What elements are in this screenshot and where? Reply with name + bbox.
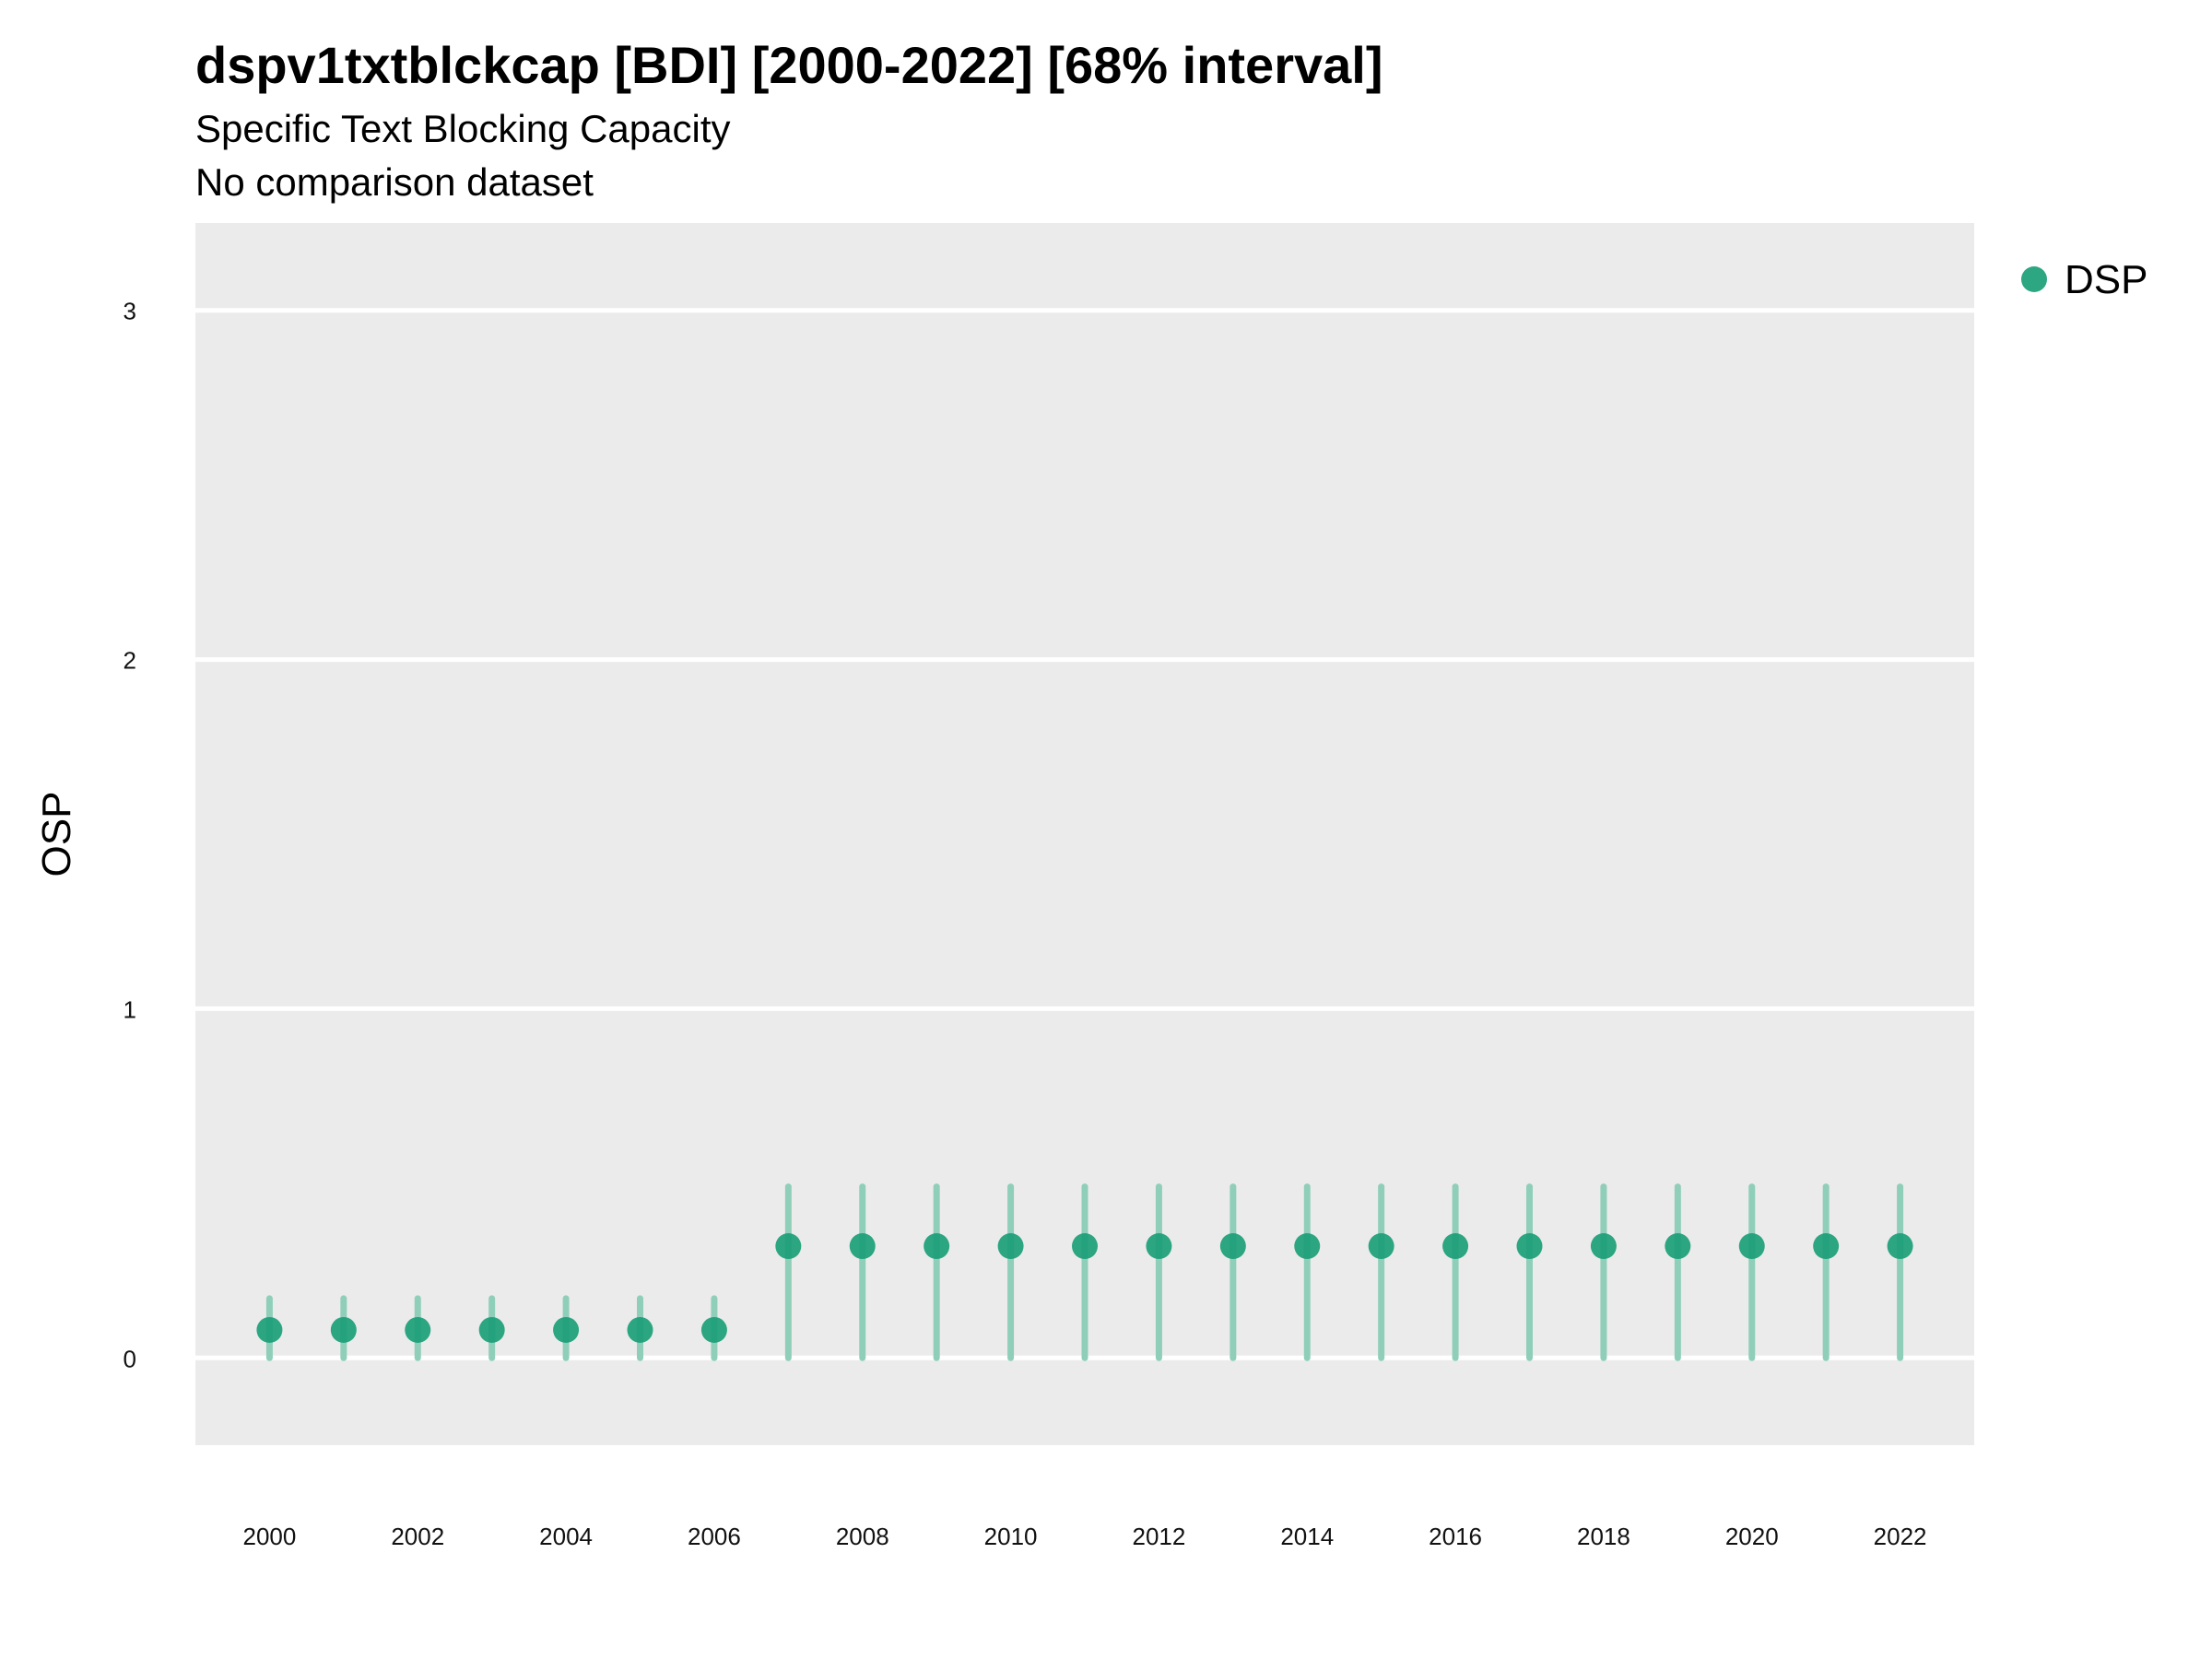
y-tick-label: 1 bbox=[124, 995, 136, 1023]
data-point bbox=[1887, 1233, 1913, 1260]
data-point bbox=[1072, 1233, 1098, 1260]
data-point bbox=[256, 1316, 283, 1343]
y-tick-label: 2 bbox=[124, 647, 136, 675]
x-tick-label: 2018 bbox=[1577, 1523, 1630, 1550]
data-point bbox=[1590, 1233, 1617, 1260]
x-tick-label: 2012 bbox=[1132, 1523, 1185, 1550]
x-tick-label: 2016 bbox=[1429, 1523, 1482, 1550]
data-point bbox=[1368, 1233, 1394, 1260]
x-tick-label: 2000 bbox=[242, 1523, 296, 1550]
data-point bbox=[1442, 1233, 1469, 1260]
data-point bbox=[330, 1316, 357, 1343]
y-tick-label: 3 bbox=[124, 298, 136, 325]
data-point bbox=[1146, 1233, 1172, 1260]
data-point bbox=[700, 1316, 727, 1343]
x-tick-label: 2014 bbox=[1280, 1523, 1334, 1550]
data-point bbox=[1813, 1233, 1840, 1260]
data-point bbox=[478, 1316, 505, 1343]
chart-subtitle: Specific Text Blocking Capacity bbox=[195, 107, 731, 150]
data-point bbox=[775, 1233, 802, 1260]
data-point bbox=[553, 1316, 580, 1343]
x-tick-label: 2004 bbox=[539, 1523, 593, 1550]
data-point bbox=[627, 1316, 653, 1343]
y-axis-ticks: 0 1 2 3 bbox=[124, 298, 136, 1373]
data-point bbox=[997, 1233, 1024, 1260]
data-point bbox=[849, 1233, 876, 1260]
legend-label-dsp: DSP bbox=[2065, 257, 2147, 302]
legend: DSP bbox=[2021, 257, 2147, 302]
data-point bbox=[924, 1233, 950, 1260]
data-point bbox=[405, 1316, 431, 1343]
x-tick-label: 2002 bbox=[391, 1523, 444, 1550]
data-point bbox=[1294, 1233, 1321, 1260]
x-tick-label: 2022 bbox=[1874, 1523, 1927, 1550]
y-axis-label: OSP bbox=[34, 792, 79, 877]
data-points bbox=[256, 1233, 1913, 1343]
x-tick-label: 2008 bbox=[836, 1523, 889, 1550]
y-tick-label: 0 bbox=[124, 1345, 136, 1372]
data-point bbox=[1665, 1233, 1691, 1260]
data-point bbox=[1516, 1233, 1543, 1260]
chart-title: dspv1txtblckcap [BDI] [2000-2022] [68% i… bbox=[195, 36, 1383, 94]
legend-swatch-dsp bbox=[2021, 266, 2047, 292]
x-tick-label: 2006 bbox=[688, 1523, 741, 1550]
x-axis-ticks: 2000 2002 2004 2006 2008 2010 2012 2014 2016 2018… bbox=[242, 1523, 1926, 1550]
x-tick-label: 2010 bbox=[984, 1523, 1038, 1550]
x-tick-label: 2020 bbox=[1725, 1523, 1779, 1550]
data-point bbox=[1738, 1233, 1765, 1260]
chart-caption: No comparison dataset bbox=[195, 160, 594, 204]
data-point bbox=[1219, 1233, 1246, 1260]
